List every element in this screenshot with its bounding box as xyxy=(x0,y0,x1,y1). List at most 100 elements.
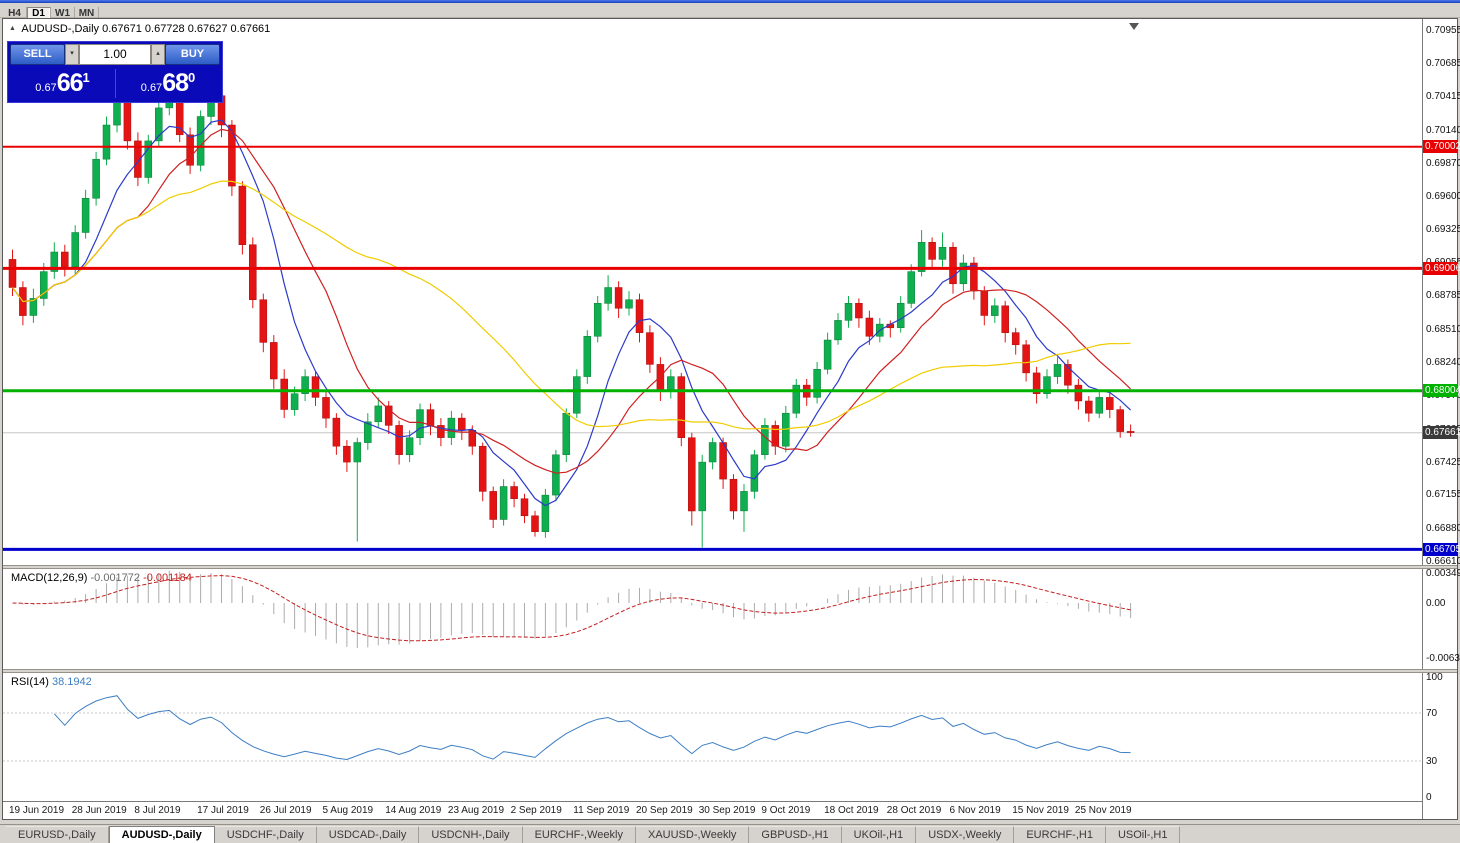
date-label: 25 Nov 2019 xyxy=(1074,805,1132,816)
buy-price-prefix: 0.67 xyxy=(140,82,163,94)
price-tick: 0.68240 xyxy=(1426,356,1460,368)
chart-tab-eurchf-h1[interactable]: EURCHF-,H1 xyxy=(1014,826,1106,843)
timeframe-toolbar: H4 D1 W1 MN xyxy=(0,3,1460,20)
date-label: 20 Sep 2019 xyxy=(636,805,693,816)
date-label: 17 Jul 2019 xyxy=(197,805,249,816)
macd-signal-value: -0.001184 xyxy=(143,572,192,584)
date-label: 28 Jun 2019 xyxy=(71,805,127,816)
macd-histogram xyxy=(22,570,1132,648)
horizontal-lines-group xyxy=(3,145,1422,551)
volume-decrease-button[interactable]: ▾ xyxy=(65,44,79,65)
price-tick: 0.70415 xyxy=(1426,91,1460,103)
volume-input[interactable]: 1.00 xyxy=(79,44,151,65)
date-label: 23 Aug 2019 xyxy=(447,805,505,816)
sell-price-prefix: 0.67 xyxy=(35,82,57,94)
macd-panel-splitter[interactable] xyxy=(3,565,1457,569)
timeframe-button-mn[interactable]: MN xyxy=(75,7,99,20)
macd-indicator-plot[interactable] xyxy=(3,569,1422,669)
buy-price-big: 68 xyxy=(162,69,189,97)
price-tick: 0.68785 xyxy=(1426,290,1460,302)
rsi-tick: 0 xyxy=(1426,792,1432,803)
macd-tick: -0.00637 xyxy=(1426,652,1460,664)
buy-button[interactable]: BUY xyxy=(165,44,220,65)
chart-tab-usoil-h1[interactable]: USOil-,H1 xyxy=(1105,826,1181,843)
price-tick: 0.70955 xyxy=(1426,25,1460,37)
date-axis[interactable]: 19 Jun 2019 28 Jun 2019 8 Jul 2019 17 Jul 2… xyxy=(3,801,1422,819)
chart-ohlc-values: 0.67671 0.67728 0.67627 0.67661 xyxy=(102,23,271,35)
date-label: 30 Sep 2019 xyxy=(698,805,756,816)
chart-tab-bar: EURUSD-,Daily AUDUSD-,Daily USDCHF-,Daily U… xyxy=(0,824,1460,843)
rsi-panel-splitter[interactable] xyxy=(3,669,1457,673)
chart-symbol-label: AUDUSD-,Daily xyxy=(21,23,100,35)
chart-tab-gbpusd-h1[interactable]: GBPUSD-,H1 xyxy=(749,826,842,843)
date-label: 5 Aug 2019 xyxy=(322,805,374,816)
price-tick: 0.66610 xyxy=(1426,556,1460,567)
price-badge: 0.70002 xyxy=(1423,140,1460,154)
medium-ma-line xyxy=(12,128,1132,474)
date-label: 28 Oct 2019 xyxy=(886,805,942,816)
rsi-indicator-plot[interactable] xyxy=(3,673,1422,801)
price-tick: 0.69870 xyxy=(1426,157,1460,169)
slow-ma-line xyxy=(12,180,1131,431)
price-badge: 0.67661 xyxy=(1423,426,1460,440)
sell-price-display: 0.67661 xyxy=(10,69,115,98)
price-badge: 0.66705 xyxy=(1423,542,1460,556)
date-label: 15 Nov 2019 xyxy=(1012,805,1069,816)
date-label: 14 Aug 2019 xyxy=(385,805,442,816)
sell-button[interactable]: SELL xyxy=(10,44,65,65)
macd-signal-line xyxy=(12,575,1131,642)
rsi-value: 38.1942 xyxy=(51,676,92,688)
one-click-trading-panel: SELL ▾ 1.00 ▴ BUY 0.67661 0.67680 xyxy=(7,41,223,103)
chart-tab-eurchf-weekly[interactable]: EURCHF-,Weekly xyxy=(522,826,636,843)
date-label: 6 Nov 2019 xyxy=(949,805,1001,816)
date-label: 18 Oct 2019 xyxy=(824,805,879,816)
price-tick: 0.70140 xyxy=(1426,124,1460,136)
chart-shift-marker-icon[interactable] xyxy=(1129,23,1139,30)
rsi-tick: 70 xyxy=(1426,708,1438,719)
date-label: 19 Jun 2019 xyxy=(9,805,65,816)
chart-tab-xauusd-weekly[interactable]: XAUUSD-,Weekly xyxy=(635,826,750,843)
chart-tab-usdchf-daily[interactable]: USDCHF-,Daily xyxy=(214,826,317,843)
sell-price-sup: 1 xyxy=(82,70,90,85)
chart-tab-usdx-weekly[interactable]: USDX-,Weekly xyxy=(916,826,1015,843)
price-tick: 0.69325 xyxy=(1426,224,1460,236)
window-top-edge xyxy=(0,0,1460,3)
buy-price-display: 0.67680 xyxy=(115,69,220,98)
macd-main-value: -0.001772 xyxy=(90,572,141,584)
price-tick: 0.66880 xyxy=(1426,523,1460,534)
date-label: 9 Oct 2019 xyxy=(761,805,811,816)
buy-price-sup: 0 xyxy=(188,70,196,85)
date-label: 2 Sep 2019 xyxy=(510,805,562,816)
price-tick: 0.70685 xyxy=(1426,58,1460,70)
volume-increase-button[interactable]: ▴ xyxy=(151,44,165,65)
chart-tab-eurusd-daily[interactable]: EURUSD-,Daily xyxy=(6,826,109,843)
price-scale[interactable]: 0.70955 0.70685 0.70415 0.70140 0.69870 0.696… xyxy=(1422,19,1460,819)
chart-window: ▲ AUDUSD-,Daily 0.67671 0.67728 0.67627 … xyxy=(2,18,1460,820)
date-label: 26 Jul 2019 xyxy=(259,805,312,816)
chart-tab-audusd-daily[interactable]: AUDUSD-,Daily xyxy=(108,826,215,843)
sell-price-big: 66 xyxy=(56,69,84,97)
price-chart-plot[interactable] xyxy=(3,19,1422,565)
rsi-line xyxy=(53,695,1131,761)
price-tick: 0.67425 xyxy=(1426,456,1460,468)
price-badge: 0.69006 xyxy=(1423,261,1460,275)
price-tick: 0.69600 xyxy=(1426,190,1460,202)
chart-tab-usdcnh-daily[interactable]: USDCNH-,Daily xyxy=(419,826,523,843)
timeframe-button-h4[interactable]: H4 xyxy=(3,7,27,20)
tr极ade-panel-controls: SELL ▾ 1.00 ▴ BUY xyxy=(10,44,220,65)
rsi-title: RSI(14) 38.1942 xyxy=(11,676,92,688)
macd-tick: 0.00349 xyxy=(1426,568,1460,579)
rsi-tick: 30 xyxy=(1426,756,1438,767)
price-tick: 0.67155 xyxy=(1426,489,1460,501)
chart-title: ▲ AUDUSD-,Daily 0.67671 0.67728 0.67627 … xyxy=(9,23,270,35)
macd-label: MACD(12,26,9) xyxy=(11,572,88,584)
fast-ma-line xyxy=(12,119,1132,507)
macd-tick: 0.00 xyxy=(1426,598,1446,609)
price-tick: 0.68510 xyxy=(1426,324,1460,335)
timeframe-button-w1[interactable]: W1 xyxy=(51,7,75,20)
timeframe-button-d1[interactable]: D1 xyxy=(27,7,51,20)
chart-tab-ukoil-h1[interactable]: UKOil-,H1 xyxy=(841,826,917,843)
price-badge: 0.68004 xyxy=(1423,384,1460,398)
chart-tab-usdcad-daily[interactable]: USDCAD-,Daily xyxy=(316,826,420,843)
